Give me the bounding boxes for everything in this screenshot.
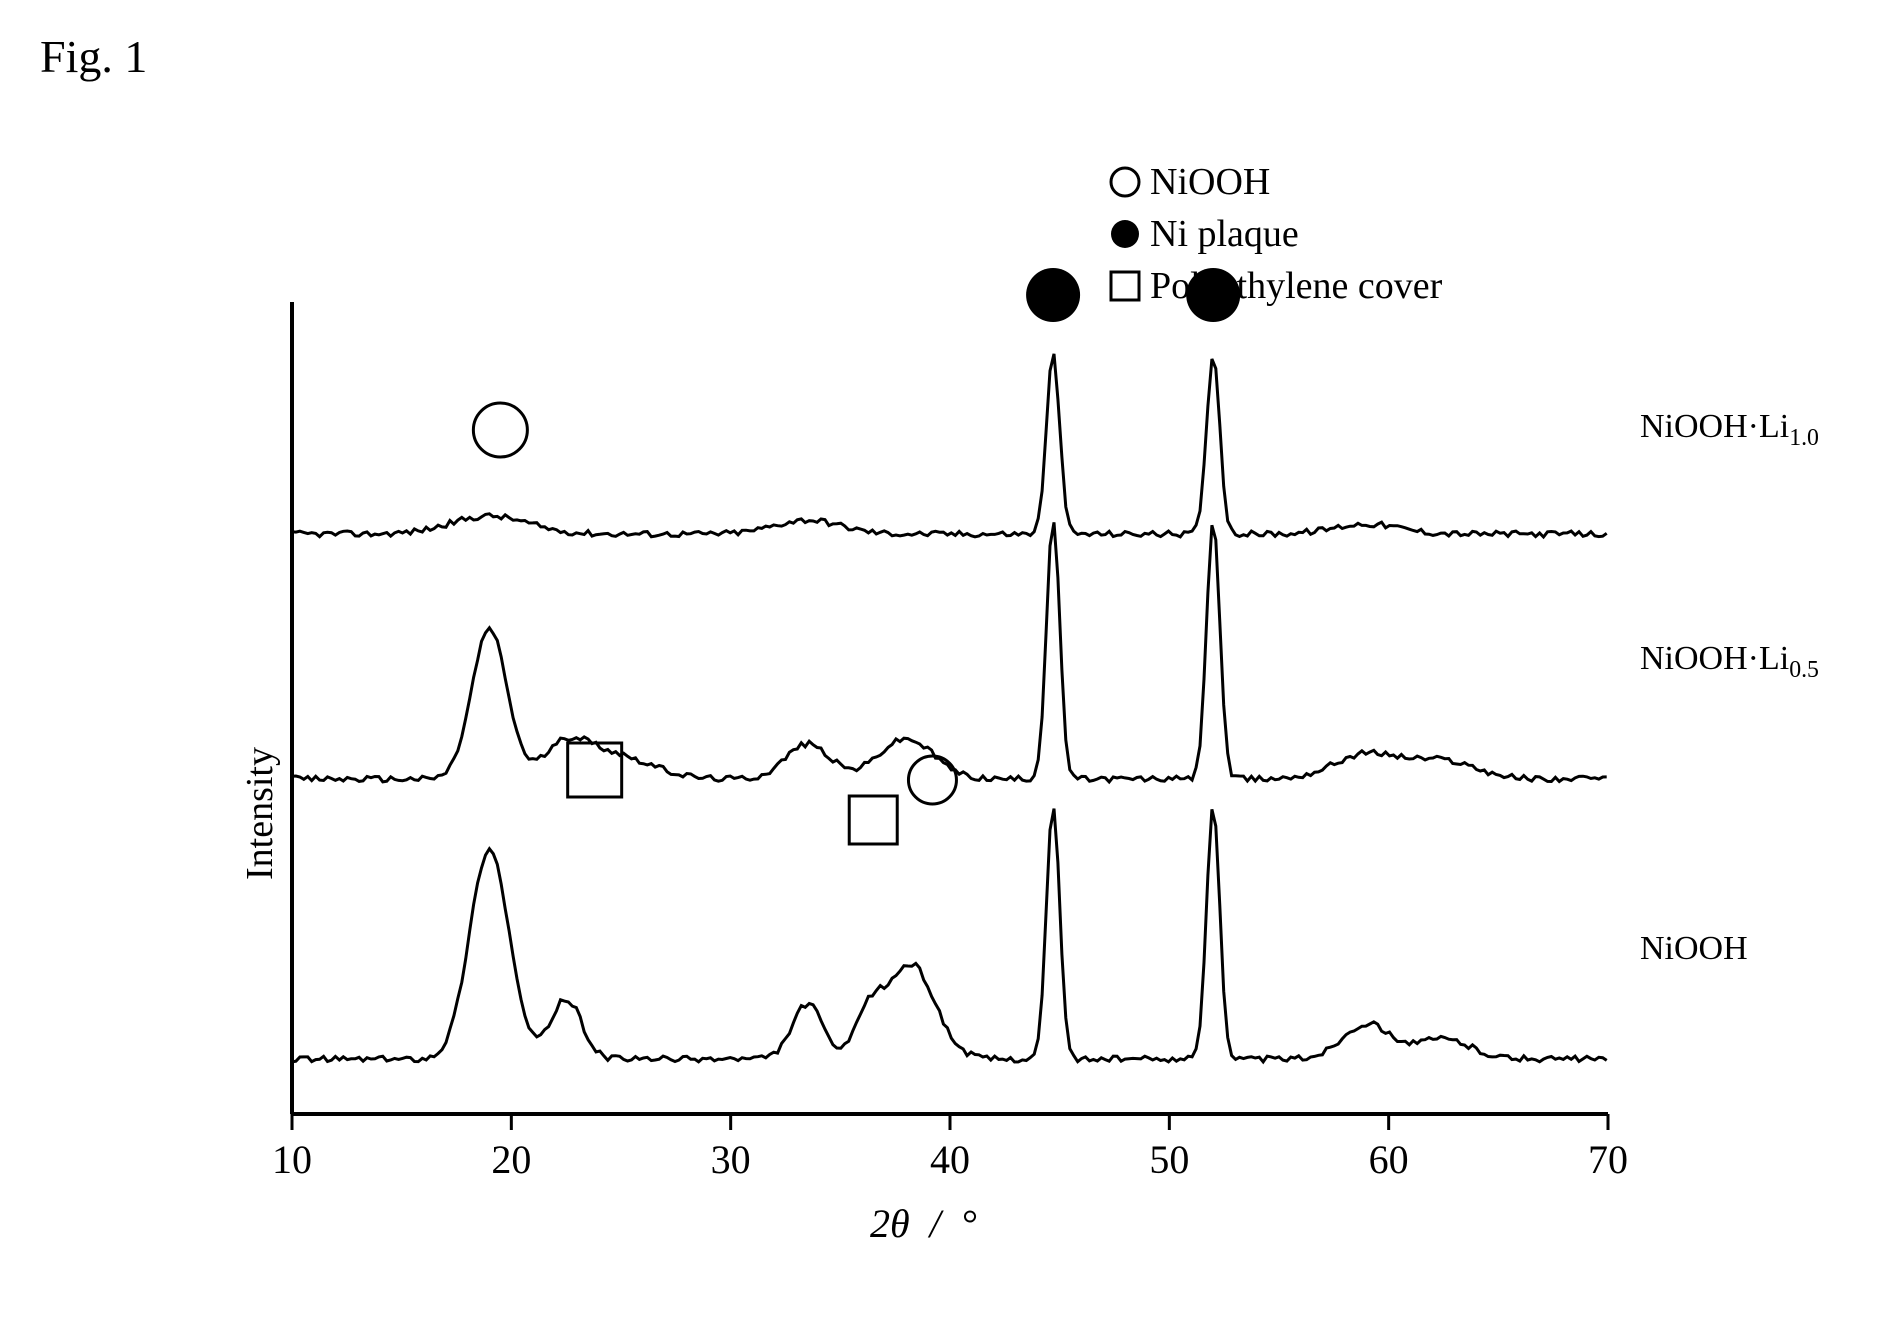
- open-circle-icon: [908, 756, 956, 804]
- trace-label: NiOOH·Li0.5: [1640, 640, 1819, 684]
- filled-circle-icon: [1026, 268, 1080, 322]
- open-square-icon: [849, 796, 897, 844]
- trace-label: NiOOH·Li1.0: [1640, 408, 1819, 452]
- open-circle-icon: [473, 403, 527, 457]
- trace-NiOOH·Li0.5: [292, 522, 1607, 782]
- xrd-plot: [0, 0, 1897, 1317]
- trace-NiOOH: [292, 809, 1607, 1062]
- trace-NiOOH·Li1.0: [292, 354, 1607, 537]
- x-tick-label: 70: [1578, 1136, 1638, 1183]
- filled-circle-icon: [1186, 268, 1240, 322]
- x-tick-label: 60: [1359, 1136, 1419, 1183]
- x-tick-label: 10: [262, 1136, 322, 1183]
- x-tick-label: 20: [481, 1136, 541, 1183]
- x-axis-label: 2θ / °: [870, 1200, 977, 1247]
- x-tick-label: 50: [1139, 1136, 1199, 1183]
- trace-label: NiOOH: [1640, 930, 1748, 968]
- x-tick-label: 40: [920, 1136, 980, 1183]
- x-tick-label: 30: [701, 1136, 761, 1183]
